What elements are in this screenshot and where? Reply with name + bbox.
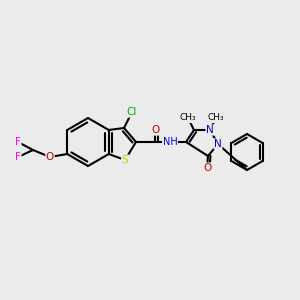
Text: O: O — [46, 152, 54, 162]
Text: NH: NH — [163, 137, 177, 147]
Text: N: N — [214, 139, 222, 149]
Text: S: S — [122, 155, 128, 165]
Text: F: F — [15, 137, 21, 147]
Text: F: F — [15, 152, 21, 162]
Text: N: N — [206, 125, 214, 135]
Text: Cl: Cl — [127, 107, 137, 117]
Text: O: O — [151, 125, 159, 135]
Text: CH₃: CH₃ — [180, 113, 196, 122]
Text: CH₃: CH₃ — [208, 113, 224, 122]
Text: O: O — [203, 163, 211, 173]
